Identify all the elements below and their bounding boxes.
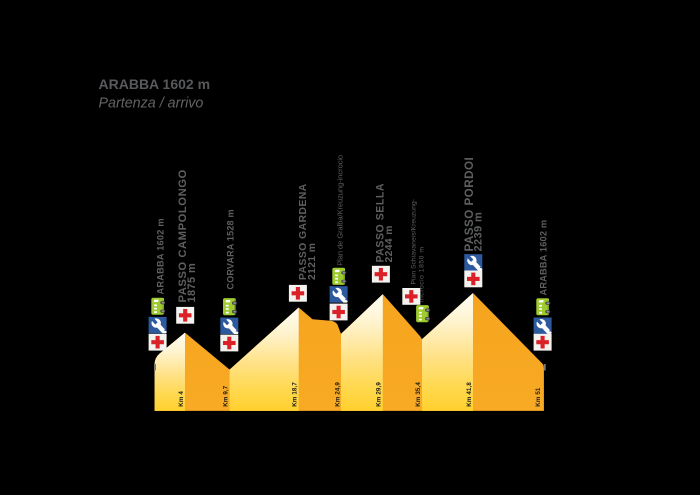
svg-text:incrocio 1850 m: incrocio 1850 m [418, 247, 425, 302]
svg-text:Km 24,9: Km 24,9 [334, 382, 341, 407]
svg-text:PASSO PORDOI: PASSO PORDOI [463, 157, 476, 252]
svg-text:Km 18,7: Km 18,7 [292, 382, 299, 407]
svg-text:PASSO CAMPOLONGO: PASSO CAMPOLONGO [177, 169, 189, 302]
svg-text:2244 m: 2244 m [384, 225, 395, 262]
svg-text:Km 29,9: Km 29,9 [376, 382, 383, 407]
svg-text:Partenza / arrivo: Partenza / arrivo [99, 96, 204, 112]
svg-text:Km 51: Km 51 [535, 387, 542, 407]
svg-text:2121 m: 2121 m [307, 243, 318, 280]
svg-text:ARABBA 1602 m: ARABBA 1602 m [156, 218, 166, 294]
svg-text:Plan de Gralba/Kreuzung-incroc: Plan de Gralba/Kreuzung-incrocio [335, 155, 344, 266]
svg-text:Pian Schiavaneis/Kreuzung-: Pian Schiavaneis/Kreuzung- [410, 199, 417, 284]
svg-text:1875 m: 1875 m [186, 263, 198, 303]
svg-text:PASSO GARDENA: PASSO GARDENA [298, 183, 309, 280]
svg-text:Km 9,7: Km 9,7 [223, 385, 230, 407]
svg-text:ARABBA 1602 m: ARABBA 1602 m [99, 76, 211, 92]
svg-text:Km 41,8: Km 41,8 [466, 382, 473, 407]
svg-text:CORVARA 1528 m: CORVARA 1528 m [226, 209, 236, 289]
svg-text:2239 m: 2239 m [473, 212, 485, 252]
svg-text:PASSO SELLA: PASSO SELLA [375, 183, 387, 262]
svg-text:Km 4: Km 4 [178, 391, 185, 407]
svg-text:Km 35,4: Km 35,4 [415, 382, 422, 407]
svg-text:ARABBA 1602 m: ARABBA 1602 m [539, 220, 549, 296]
